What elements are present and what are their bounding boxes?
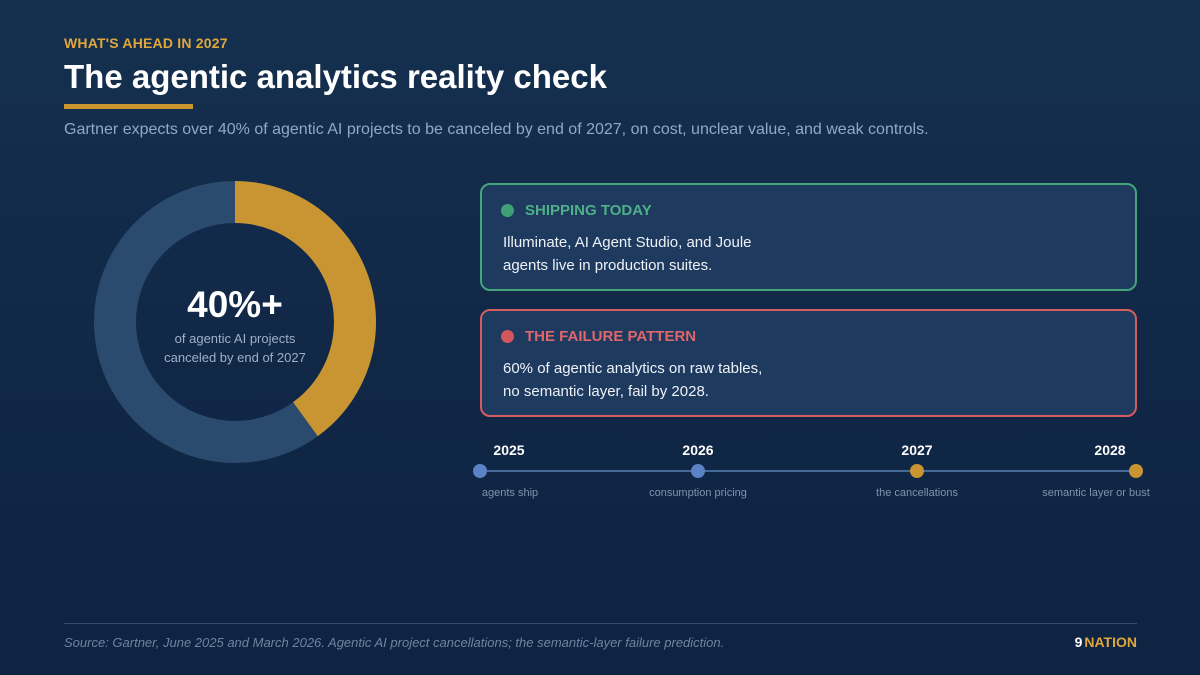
page-title: The agentic analytics reality check — [64, 58, 607, 95]
timeline-dot — [910, 464, 924, 478]
brand-number: 9 — [1074, 634, 1083, 650]
timeline-dot — [691, 464, 705, 478]
card-shipping-today: SHIPPING TODAY Illuminate, AI Agent Stud… — [480, 183, 1137, 291]
footer-divider — [64, 623, 1137, 624]
card-body: Illuminate, AI Agent Studio, and Joule a… — [503, 231, 1103, 277]
donut-svg — [94, 181, 376, 463]
card-heading: SHIPPING TODAY — [525, 202, 652, 219]
timeline-year: 2026 — [682, 442, 714, 458]
card-body-line: no semantic layer, fail by 2028. — [503, 383, 709, 400]
timeline-label: semantic layer or bust — [1042, 487, 1150, 499]
timeline-dot — [473, 464, 487, 478]
timeline-year: 2025 — [493, 442, 525, 458]
card-body-line: 60% of agentic analytics on raw tables, — [503, 360, 763, 377]
card-heading: THE FAILURE PATTERN — [525, 328, 697, 345]
status-dot-green — [501, 204, 514, 217]
card-failure-pattern: THE FAILURE PATTERN 60% of agentic analy… — [480, 309, 1137, 417]
timeline-axis — [480, 470, 1136, 472]
brand-name: NATION — [1084, 634, 1137, 650]
timeline: 2025 agents ship 2026 consumption pricin… — [470, 436, 1170, 516]
timeline-dot — [1129, 464, 1143, 478]
donut-center: 40%+ of agentic AI projects canceled by … — [94, 181, 376, 463]
donut-caption: of agentic AI projects canceled by end o… — [164, 331, 306, 365]
brand-logo: 9 NATION — [1075, 634, 1137, 650]
page-subtitle: Gartner expects over 40% of agentic AI p… — [64, 121, 929, 138]
card-body-line: Illuminate, AI Agent Studio, and Joule — [503, 234, 752, 251]
donut-value: 40%+ — [187, 284, 283, 325]
card-body: 60% of agentic analytics on raw tables, … — [503, 357, 1103, 403]
donut-chart: 40%+ of agentic AI projects canceled by … — [94, 181, 376, 463]
title-underline — [64, 104, 193, 109]
donut-highlight-arc — [94, 181, 376, 463]
source-note: Source: Gartner, June 2025 and March 202… — [64, 635, 725, 650]
card-body-line: agents live in production suites. — [503, 257, 713, 274]
timeline-label: the cancellations — [876, 487, 958, 499]
timeline-label: consumption pricing — [649, 487, 747, 499]
timeline-year: 2027 — [901, 442, 933, 458]
eyebrow-label: WHAT'S AHEAD IN 2027 — [64, 35, 228, 51]
timeline-year: 2028 — [1094, 442, 1126, 458]
timeline-label: agents ship — [481, 487, 539, 499]
status-dot-red — [501, 330, 514, 343]
